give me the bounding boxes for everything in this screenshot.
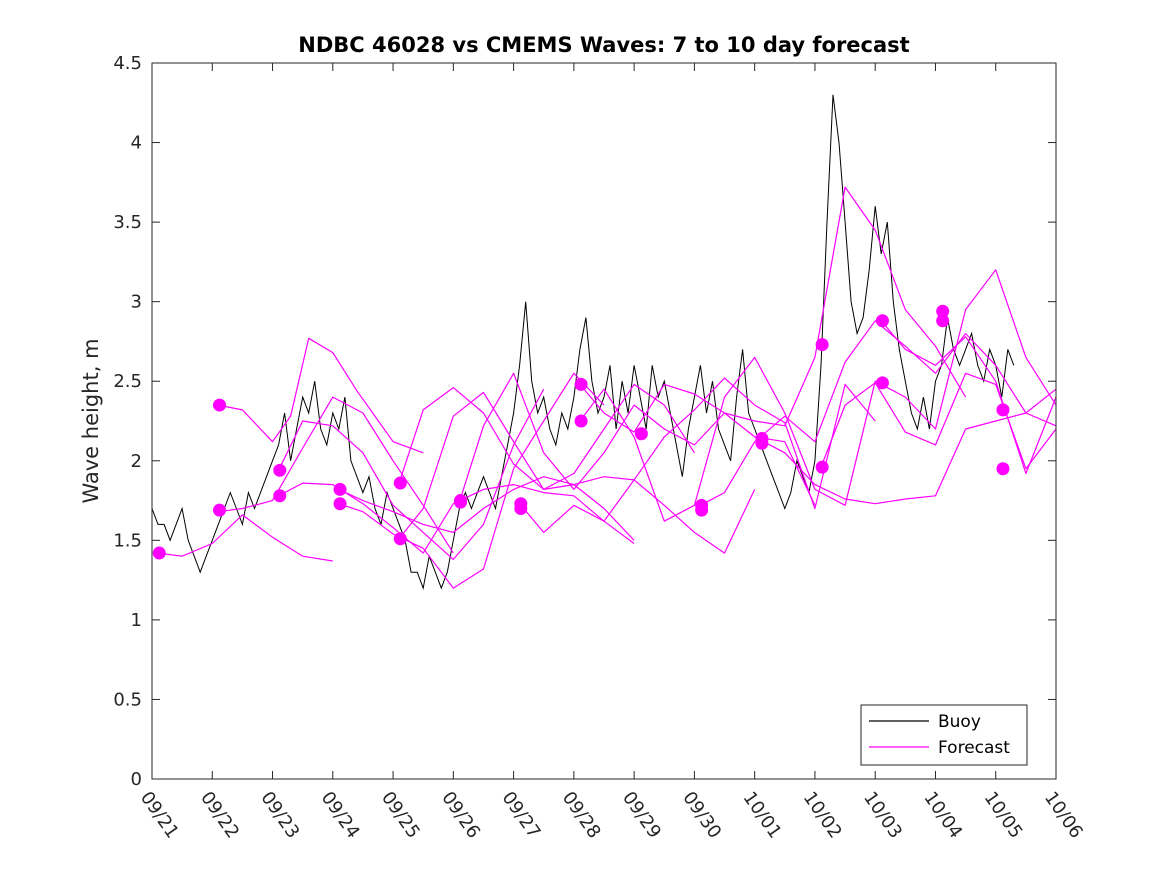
forecast-marker	[333, 482, 347, 496]
forecast-series-line	[880, 320, 1057, 475]
forecast-marker	[333, 497, 347, 511]
x-tick-label: 10/01	[739, 788, 786, 843]
marker-group	[152, 304, 1010, 560]
x-tick-label: 09/28	[558, 788, 605, 843]
forecast-series-line	[579, 186, 967, 433]
x-tick-label: 09/24	[317, 788, 364, 843]
y-tick-label: 0	[131, 769, 142, 790]
y-tick-label: 0.5	[113, 689, 142, 710]
forecast-marker	[212, 398, 226, 412]
y-tick-label: 1.5	[113, 530, 142, 551]
y-tick-label: 3.5	[113, 212, 142, 233]
legend-label-forecast: Forecast	[938, 738, 1010, 758]
y-axis-label: Wave height, m	[79, 338, 103, 503]
forecast-marker	[393, 476, 407, 490]
forecast-marker	[574, 414, 588, 428]
forecast-marker	[273, 463, 287, 477]
forecast-marker	[755, 436, 769, 450]
forecast-marker	[815, 338, 829, 352]
forecast-series-line	[760, 412, 1057, 505]
forecast-series-line	[820, 372, 1057, 470]
x-tick-label: 09/25	[377, 788, 424, 843]
chart-title: NDBC 46028 vs CMEMS Waves: 7 to 10 day f…	[298, 33, 909, 57]
x-tick-label: 10/05	[980, 788, 1027, 843]
y-tick-label: 1	[131, 610, 142, 631]
plot-frame	[151, 62, 1057, 780]
forecast-series-line	[338, 372, 605, 589]
legend-box	[860, 704, 1028, 766]
x-tick-label: 10/04	[919, 788, 966, 843]
forecast-series-line	[458, 372, 816, 506]
x-tick-label: 09/30	[678, 788, 725, 843]
x-tick-label: 09/21	[136, 788, 183, 843]
forecast-series-line	[218, 396, 454, 554]
forecast-series-line	[398, 391, 756, 554]
forecast-marker	[875, 314, 889, 328]
forecast-series-line	[278, 482, 635, 554]
x-tick-label: 10/02	[799, 788, 846, 843]
forecast-series-line	[218, 337, 424, 454]
forecast-series-line	[338, 476, 635, 541]
x-tick-label: 09/27	[498, 788, 545, 843]
forecast-series-line	[157, 514, 333, 562]
forecast-marker	[875, 376, 889, 390]
y-ticks: 0 0.5 1 1.5 2 2.5 3 3.5 4 4.5	[113, 53, 1056, 790]
forecast-marker	[454, 495, 468, 509]
forecast-series-line	[700, 320, 1057, 506]
forecast-marker	[393, 532, 407, 546]
forecast-marker	[273, 489, 287, 503]
y-tick-label: 4.5	[113, 53, 142, 74]
y-tick-label: 2	[131, 451, 142, 472]
x-tick-label: 09/26	[437, 788, 484, 843]
x-tick-label: 09/22	[196, 788, 243, 843]
y-tick-label: 4	[131, 133, 142, 154]
x-tick-label: 10/06	[1040, 788, 1087, 843]
forecast-marker	[996, 462, 1010, 476]
x-tick-label: 10/03	[859, 788, 906, 843]
forecast-marker	[212, 503, 226, 517]
y-tick-label: 3	[131, 292, 142, 313]
legend-label-buoy: Buoy	[938, 712, 981, 732]
forecast-series-line	[579, 269, 1057, 522]
forecast-marker	[815, 460, 829, 474]
x-tick-label: 09/29	[618, 788, 665, 843]
forecast-marker	[634, 427, 648, 441]
forecast-marker	[936, 314, 950, 328]
series-group	[151, 94, 1057, 590]
forecast-marker	[936, 304, 950, 318]
forecast-marker	[996, 403, 1010, 417]
forecast-series-line	[278, 388, 545, 561]
forecast-marker	[574, 377, 588, 391]
forecast-marker	[695, 503, 709, 517]
y-tick-label: 2.5	[113, 371, 142, 392]
forecast-series-line	[519, 377, 876, 534]
legend: Buoy Forecast	[860, 704, 1028, 766]
x-tick-label: 09/23	[256, 788, 303, 843]
forecast-marker	[514, 502, 528, 516]
forecast-marker	[152, 546, 166, 560]
